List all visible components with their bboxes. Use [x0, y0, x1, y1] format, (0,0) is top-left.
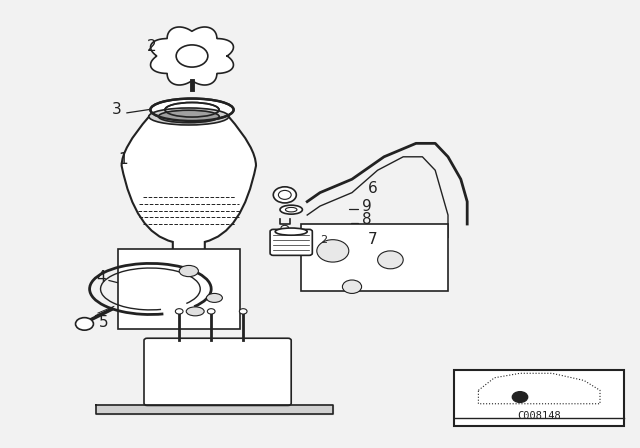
Ellipse shape — [150, 99, 234, 121]
Text: 9: 9 — [362, 198, 371, 214]
Polygon shape — [150, 27, 234, 85]
Ellipse shape — [285, 207, 297, 212]
Circle shape — [175, 309, 183, 314]
Text: 2: 2 — [319, 235, 327, 245]
Ellipse shape — [186, 307, 204, 316]
Polygon shape — [96, 405, 333, 414]
Ellipse shape — [148, 108, 229, 125]
Text: C008148: C008148 — [517, 411, 561, 421]
FancyBboxPatch shape — [270, 229, 312, 255]
FancyBboxPatch shape — [144, 338, 291, 405]
Circle shape — [342, 280, 362, 293]
Circle shape — [278, 190, 291, 199]
Text: 1: 1 — [118, 151, 128, 167]
Circle shape — [513, 392, 527, 402]
Polygon shape — [301, 224, 448, 291]
Circle shape — [207, 309, 215, 314]
Text: 6: 6 — [368, 181, 378, 196]
Circle shape — [239, 309, 247, 314]
Circle shape — [273, 187, 296, 203]
Text: 2: 2 — [147, 39, 157, 54]
Polygon shape — [118, 249, 240, 329]
PathPatch shape — [122, 116, 256, 267]
Circle shape — [317, 240, 349, 262]
Ellipse shape — [206, 293, 223, 302]
Ellipse shape — [280, 205, 302, 214]
Circle shape — [76, 318, 93, 330]
Text: 5: 5 — [99, 315, 109, 330]
Text: ᴓ: ᴓ — [281, 190, 289, 200]
Ellipse shape — [275, 228, 307, 235]
Circle shape — [378, 251, 403, 269]
Text: 7: 7 — [368, 232, 378, 247]
Text: 4: 4 — [96, 270, 106, 285]
Text: 8: 8 — [362, 212, 371, 227]
Circle shape — [281, 225, 289, 231]
Text: 3: 3 — [112, 102, 122, 117]
Ellipse shape — [158, 110, 219, 123]
Ellipse shape — [179, 265, 198, 277]
FancyBboxPatch shape — [454, 370, 624, 426]
